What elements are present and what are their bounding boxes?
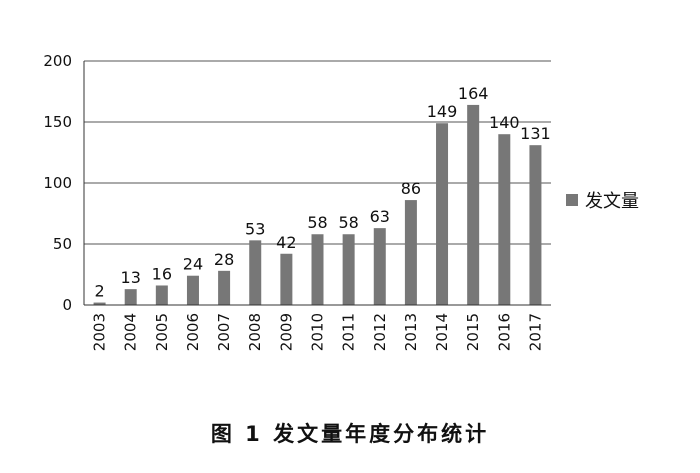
x-tick-label-2014: 2014 xyxy=(433,313,451,351)
bar-2003 xyxy=(93,302,106,305)
bar-2008 xyxy=(249,240,262,305)
bar-2010 xyxy=(311,234,324,305)
bar-2006 xyxy=(186,275,199,305)
x-tick-label-2011: 2011 xyxy=(340,313,358,351)
x-tick-label-2016: 2016 xyxy=(495,313,513,351)
data-label-2017: 131 xyxy=(520,124,551,143)
data-label-2007: 28 xyxy=(214,250,234,269)
data-label-2012: 63 xyxy=(370,207,390,226)
bar-2007 xyxy=(218,270,231,305)
x-tick-label-2003: 2003 xyxy=(91,313,109,351)
bar-2015 xyxy=(467,104,480,305)
x-axis-ticks: 2003 2004 2005 2006 2007 2008 2009 2010 2011 2012… xyxy=(91,313,545,351)
bar-2005 xyxy=(155,285,168,305)
data-label-2014: 149 xyxy=(427,102,458,121)
bar-2012 xyxy=(373,228,386,305)
y-tick-label: 0 xyxy=(62,296,72,314)
bar-2011 xyxy=(342,234,355,305)
legend: 发文量 xyxy=(566,191,639,212)
x-tick-label-2013: 2013 xyxy=(402,313,420,351)
bar-2009 xyxy=(280,253,293,305)
x-tick-label-2012: 2012 xyxy=(371,313,389,351)
x-tick-label-2015: 2015 xyxy=(464,313,482,351)
x-tick-label-2010: 2010 xyxy=(309,313,327,351)
figure-caption: 图 1 发文量年度分布统计 xyxy=(210,422,490,446)
y-tick-label: 200 xyxy=(43,52,72,70)
data-label-2003: 2 xyxy=(94,282,104,301)
data-label-2006: 24 xyxy=(183,255,203,274)
bar-2016 xyxy=(498,134,511,305)
x-tick-label-2017: 2017 xyxy=(526,313,544,351)
data-label-2010: 58 xyxy=(307,213,327,232)
x-tick-label-2006: 2006 xyxy=(184,313,202,351)
data-label-2011: 58 xyxy=(338,213,358,232)
bar-2014 xyxy=(436,123,449,305)
x-tick-label-2008: 2008 xyxy=(246,313,264,351)
data-label-2015: 164 xyxy=(458,84,489,103)
y-tick-label: 50 xyxy=(53,235,72,253)
y-tick-label: 150 xyxy=(43,113,72,131)
data-label-2013: 86 xyxy=(401,179,421,198)
legend-swatch xyxy=(566,194,578,206)
x-tick-label-2009: 2009 xyxy=(277,313,295,351)
bar-2004 xyxy=(124,289,137,305)
x-tick-label-2007: 2007 xyxy=(215,313,233,351)
data-label-2016: 140 xyxy=(489,113,520,132)
data-label-2008: 53 xyxy=(245,219,265,238)
x-tick-label-2005: 2005 xyxy=(153,313,171,351)
legend-label: 发文量 xyxy=(585,191,639,212)
bar-chart: 0 50 100 150 200 2 13 16 24 28 53 42 58 58 63 86 149164… xyxy=(43,52,639,351)
data-label-2009: 42 xyxy=(276,233,296,252)
bar-2017 xyxy=(529,145,542,305)
data-label-2005: 16 xyxy=(152,264,172,283)
bar-2013 xyxy=(404,200,417,305)
data-label-2004: 13 xyxy=(121,268,141,287)
y-axis-ticks: 0 50 100 150 200 xyxy=(43,52,72,314)
y-tick-label: 100 xyxy=(43,174,72,192)
x-tick-label-2004: 2004 xyxy=(122,313,140,351)
bars xyxy=(93,104,542,305)
